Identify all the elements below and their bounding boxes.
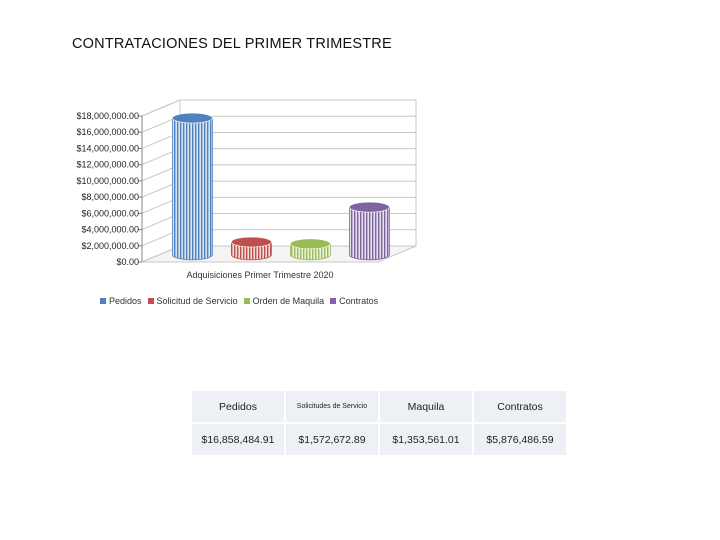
y-tick-label: $18,000,000.00 [76, 111, 139, 121]
legend-swatch [243, 298, 250, 304]
legend-label: Pedidos [109, 296, 142, 306]
y-tick-label: $14,000,000.00 [76, 143, 139, 153]
legend-swatch [147, 298, 154, 304]
y-tick-label: $16,000,000.00 [76, 127, 139, 137]
y-tick-label: $10,000,000.00 [76, 176, 139, 186]
legend-label: Orden de Maquila [252, 296, 325, 306]
table-cell: $1,572,672.89 [284, 422, 380, 457]
bar-top [172, 112, 213, 124]
bar [172, 112, 213, 261]
legend-label: Contratos [339, 296, 379, 306]
legend-swatch [100, 298, 106, 304]
table-cell: $1,353,561.01 [378, 422, 474, 457]
y-axis: $0.00 $2,000,000.00 $4,000,000.00 $6,000,00… [76, 111, 143, 267]
bar-body [349, 206, 390, 261]
bar-body [172, 117, 213, 261]
bar [231, 236, 272, 261]
legend-item: Orden de Maquila [243, 296, 325, 306]
table-header-cell: Contratos [472, 389, 568, 424]
y-tick-label: $4,000,000.00 [81, 225, 139, 235]
chart-title: CONTRATACIONES DEL PRIMER TRIMESTRE [72, 36, 392, 52]
table-header-cell: Maquila [378, 389, 474, 424]
table-row: $16,858,484.91 $1,572,672.89 $1,353,561.… [190, 422, 568, 457]
table-header-cell: Pedidos [190, 389, 286, 424]
legend-label: Solicitud de Servicio [156, 296, 238, 306]
gridline [141, 99, 416, 117]
table-cell: $16,858,484.91 [190, 422, 286, 457]
bar [349, 201, 390, 261]
y-tick-label: $6,000,000.00 [81, 208, 139, 218]
table-cell: $5,876,486.59 [472, 422, 568, 457]
y-tick-label: $12,000,000.00 [76, 160, 139, 170]
y-tick-label: $0.00 [116, 257, 139, 267]
chart-legend: Pedidos Solicitud de Servicio Orden de Maq… [100, 296, 378, 306]
bar-top [290, 238, 331, 250]
table-header-row: Pedidos Solicitudes de Servicio Maquila … [190, 389, 568, 424]
bars [172, 112, 390, 261]
bar-top [349, 201, 390, 213]
x-axis-label: Adquisiciones Primer Trimestre 2020 [186, 270, 333, 280]
legend-item: Solicitud de Servicio [147, 296, 238, 306]
legend-item: Contratos [330, 296, 378, 306]
legend-swatch [330, 298, 337, 304]
bar-top [231, 236, 272, 248]
summary-table: Pedidos Solicitudes de Servicio Maquila … [190, 389, 568, 457]
y-tick-label: $8,000,000.00 [81, 192, 139, 202]
y-tick-label: $2,000,000.00 [81, 241, 139, 251]
legend-item: Pedidos [100, 296, 142, 306]
bar [290, 238, 331, 261]
table-header-cell: Solicitudes de Servicio [284, 389, 380, 424]
